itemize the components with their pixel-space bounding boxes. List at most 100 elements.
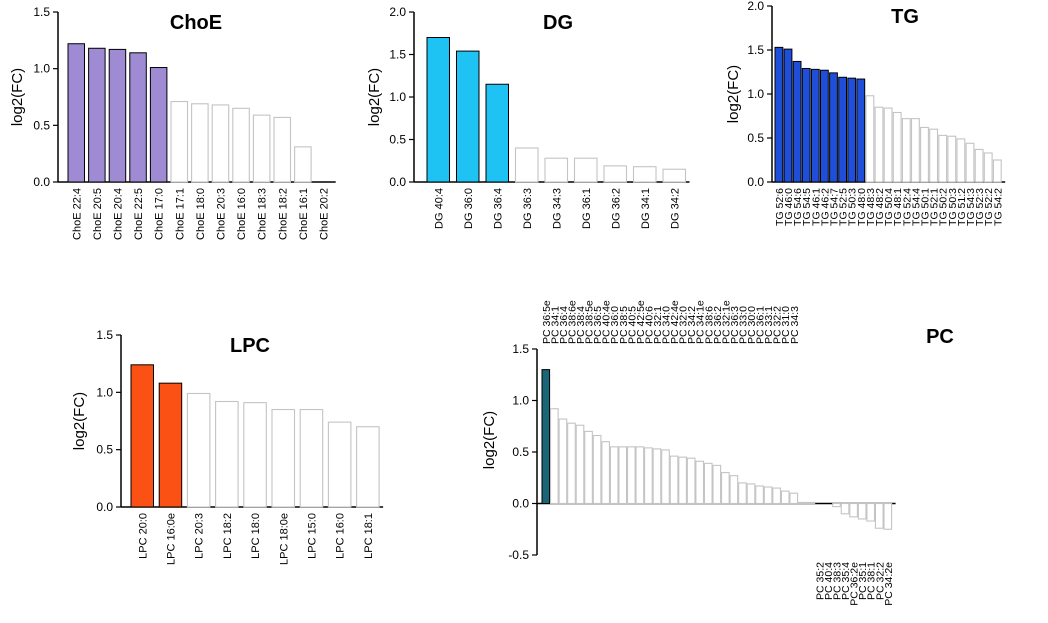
bar bbox=[712, 464, 722, 505]
bar bbox=[186, 392, 211, 508]
bar bbox=[514, 147, 539, 183]
x-tick-label: DG 36:4 bbox=[492, 188, 504, 229]
bar bbox=[792, 60, 802, 183]
x-tick-label-top: PC 34:1e bbox=[695, 300, 707, 344]
x-tick-label-top: PC 32:0 bbox=[678, 306, 690, 344]
x-tick-label-top: PC 34:1 bbox=[549, 306, 561, 344]
x-tick-label: TG 50:1 bbox=[920, 188, 932, 226]
bar bbox=[541, 369, 551, 504]
x-tick-label-top: PC 36:2 bbox=[712, 306, 724, 344]
x-tick-label-bottom: PC 36:2e bbox=[849, 562, 861, 606]
bar bbox=[938, 134, 948, 183]
x-tick-label-bottom: PC 35:4 bbox=[840, 562, 852, 600]
bar bbox=[847, 77, 857, 183]
x-tick-label: TG 54:7 bbox=[829, 188, 841, 226]
bar bbox=[573, 157, 598, 183]
bar bbox=[356, 426, 380, 508]
y-axis-label: log2(FC) bbox=[366, 68, 383, 126]
x-tick-label: ChoE 20:2 bbox=[318, 188, 330, 240]
x-tick-label-top: PC 38:5 bbox=[618, 306, 630, 344]
bar bbox=[820, 69, 829, 183]
x-tick-label: ChoE 20:4 bbox=[112, 188, 124, 240]
x-tick-label: LPC 18:1 bbox=[363, 513, 375, 559]
bar bbox=[549, 408, 559, 505]
y-tick-label: 0.0 bbox=[389, 175, 406, 189]
bar bbox=[635, 446, 645, 505]
x-tick-label: LPC 16:0 bbox=[335, 513, 347, 559]
bar bbox=[883, 107, 893, 183]
x-tick-label-top: PC 32:1e bbox=[720, 300, 732, 344]
x-tick-label-top: PC 34:3 bbox=[789, 306, 801, 344]
x-tick-label: DG 34:1 bbox=[640, 188, 652, 229]
y-tick-label: 1.0 bbox=[512, 394, 529, 408]
x-tick-label-top: PC 33:1 bbox=[763, 306, 775, 344]
bar bbox=[661, 449, 670, 505]
x-tick-label-top: PC 42:5e bbox=[635, 300, 647, 344]
bar bbox=[866, 502, 876, 522]
bar bbox=[983, 152, 993, 183]
bar bbox=[485, 83, 509, 183]
y-tick-label: 0.5 bbox=[389, 133, 406, 147]
x-tick-label-bottom: PC 35:2 bbox=[814, 562, 826, 600]
y-tick-label: 0.0 bbox=[96, 500, 113, 514]
chart-lpc-panel: LPC log2(FC) 0.0 0.5 1.0 1.5 LPC 20:0 LPC 16:0e… bbox=[71, 328, 384, 565]
bar bbox=[910, 118, 920, 183]
bar bbox=[609, 446, 619, 505]
x-tick-label: ChoE 17:1 bbox=[174, 188, 186, 240]
x-tick-label: LPC 20:0 bbox=[137, 513, 149, 559]
x-tick-label-top: PC 31:0 bbox=[780, 306, 792, 344]
x-tick-label: TG 54:6 bbox=[792, 188, 804, 226]
bar bbox=[271, 408, 296, 508]
x-tick-label-bottom: PC 38:1 bbox=[866, 562, 878, 600]
x-tick-label: TG 48:0 bbox=[856, 188, 868, 226]
bar bbox=[575, 424, 585, 505]
x-tick-label-top: PC 42:4e bbox=[669, 300, 681, 344]
x-tick-label-top: PC 36:3 bbox=[729, 306, 741, 344]
bar bbox=[920, 126, 929, 183]
bar bbox=[755, 485, 764, 505]
x-tick-label: LPC 16:0e bbox=[165, 513, 177, 565]
x-tick-label: ChoE 16:0 bbox=[236, 188, 248, 240]
x-tick-label-top: PC 40:5 bbox=[626, 306, 638, 344]
x-tick-label: ChoE 20:5 bbox=[92, 188, 104, 240]
x-tick-label: TG 46:1 bbox=[810, 188, 822, 226]
x-tick-label-bottom: PC 34:2e bbox=[883, 562, 895, 606]
bar bbox=[810, 68, 820, 183]
bar bbox=[662, 168, 687, 183]
bar bbox=[695, 460, 705, 505]
x-tick-label: TG 48:3 bbox=[865, 188, 877, 226]
bar bbox=[252, 114, 271, 183]
x-tick-label-bottom: PC 32:2 bbox=[874, 562, 886, 600]
y-tick-label: 1.0 bbox=[389, 90, 406, 104]
bar bbox=[947, 135, 957, 183]
bar bbox=[129, 52, 147, 183]
x-tick-label-top: PC 36:5 bbox=[592, 306, 604, 344]
x-tick-label: TG 48:2 bbox=[874, 188, 886, 226]
bar bbox=[567, 422, 576, 505]
y-tick-label: 2.0 bbox=[389, 5, 406, 19]
bar bbox=[544, 157, 569, 183]
bar bbox=[618, 446, 628, 505]
y-tick-label: 0.5 bbox=[33, 118, 50, 132]
chart-title: TG bbox=[891, 6, 919, 28]
bar bbox=[883, 502, 893, 530]
bar bbox=[772, 487, 781, 505]
x-tick-label: TG 50:3 bbox=[847, 188, 859, 226]
bar bbox=[149, 67, 168, 183]
bar bbox=[849, 502, 858, 518]
bar bbox=[720, 472, 730, 505]
x-tick-label: TG 54:4 bbox=[910, 188, 922, 226]
bar bbox=[865, 95, 875, 183]
bar bbox=[632, 166, 657, 183]
bar bbox=[832, 502, 841, 508]
y-tick-label: 1.5 bbox=[512, 342, 529, 356]
x-tick-label: DG 36:3 bbox=[522, 188, 534, 229]
x-tick-label: DG 40:4 bbox=[433, 188, 445, 229]
bar bbox=[426, 37, 450, 183]
bar bbox=[829, 72, 838, 183]
x-tick-label: ChoE 20:3 bbox=[215, 188, 227, 240]
y-tick-label: 1.0 bbox=[747, 87, 764, 101]
x-tick-label: TG 54:3 bbox=[965, 188, 977, 226]
bar bbox=[746, 483, 756, 505]
bar bbox=[130, 364, 154, 508]
